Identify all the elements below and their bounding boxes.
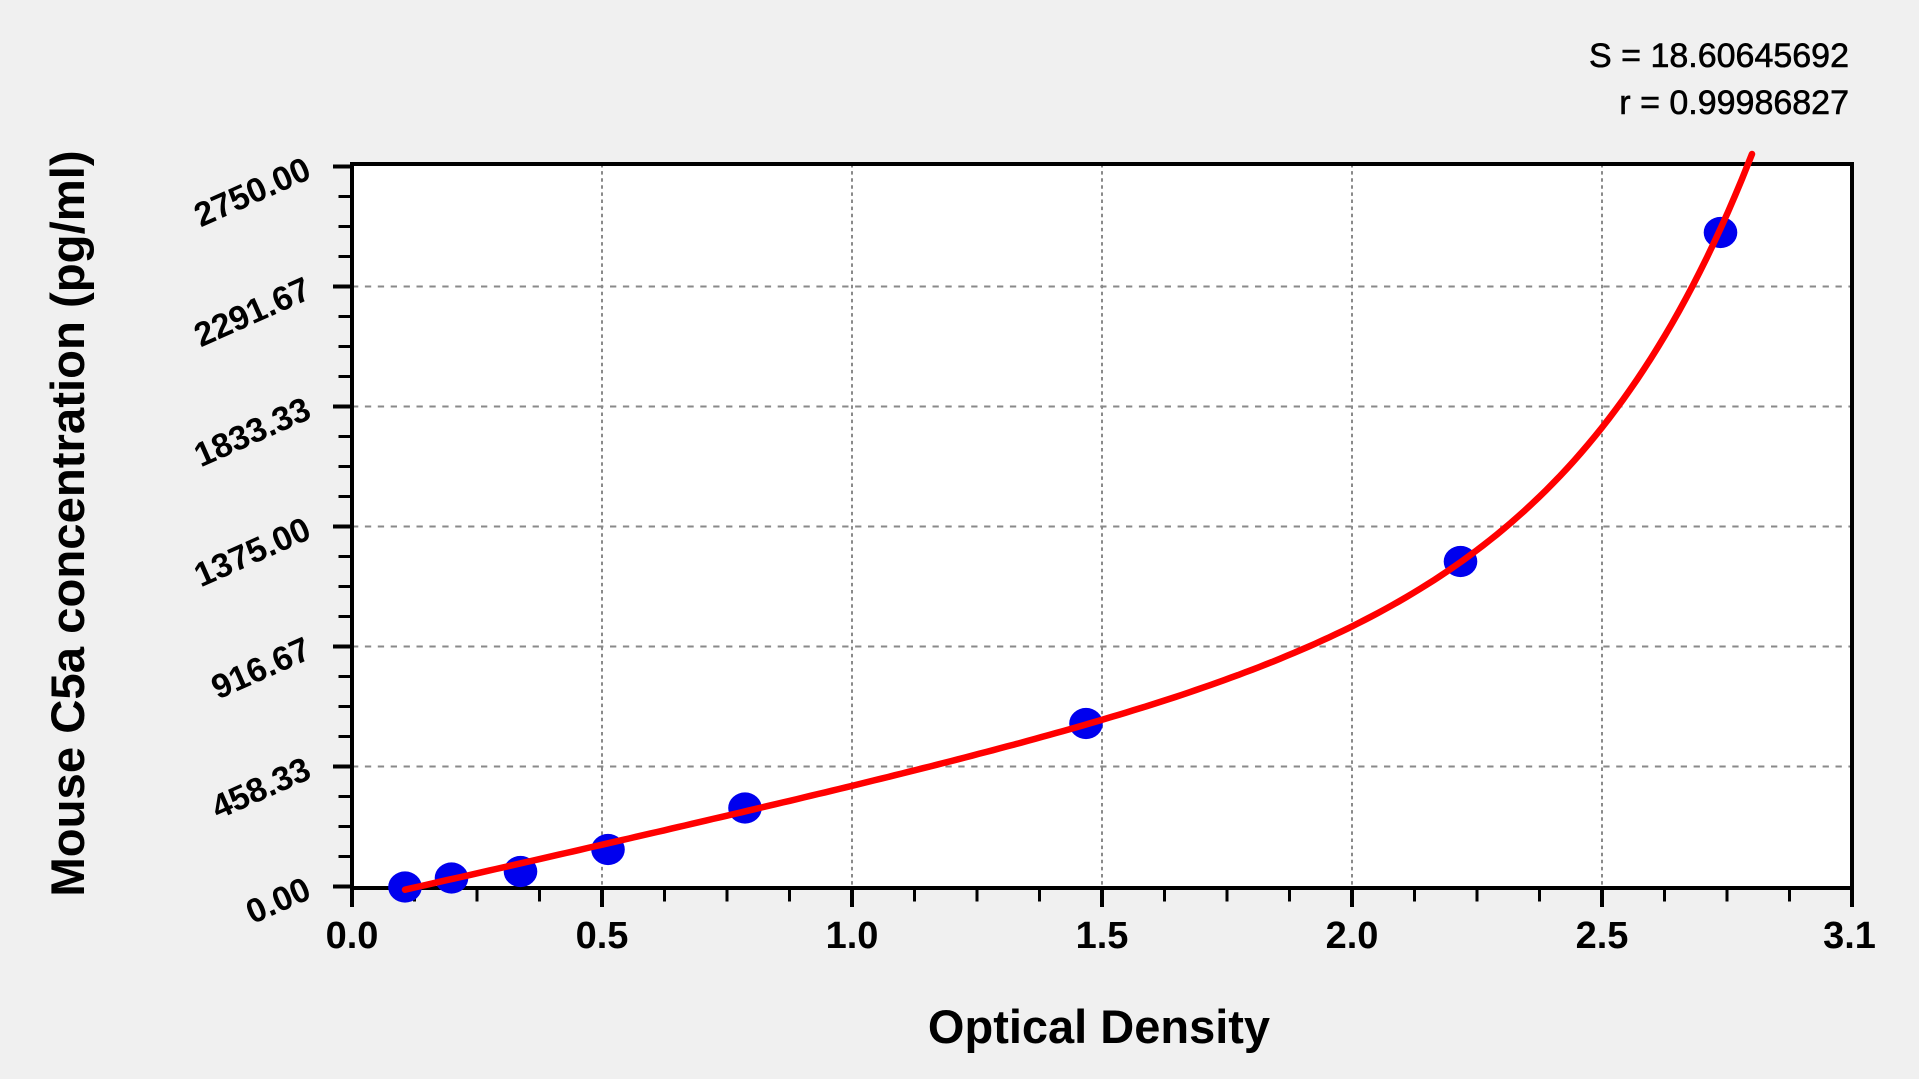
svg-text:r = 0.99986827: r = 0.99986827	[1619, 84, 1849, 122]
svg-text:Optical Density: Optical Density	[928, 1000, 1270, 1053]
svg-text:2.0: 2.0	[1326, 915, 1379, 957]
svg-text:S = 18.60645692: S = 18.60645692	[1589, 37, 1849, 75]
svg-text:0.5: 0.5	[576, 915, 629, 957]
svg-text:1.0: 1.0	[826, 915, 879, 957]
svg-text:1.5: 1.5	[1076, 915, 1129, 957]
svg-text:2.5: 2.5	[1576, 915, 1629, 957]
svg-text:3.1: 3.1	[1823, 915, 1876, 957]
svg-text:0.0: 0.0	[326, 915, 379, 957]
svg-text:Mouse C5a concentration (pg/ml: Mouse C5a concentration (pg/ml)	[42, 150, 95, 896]
